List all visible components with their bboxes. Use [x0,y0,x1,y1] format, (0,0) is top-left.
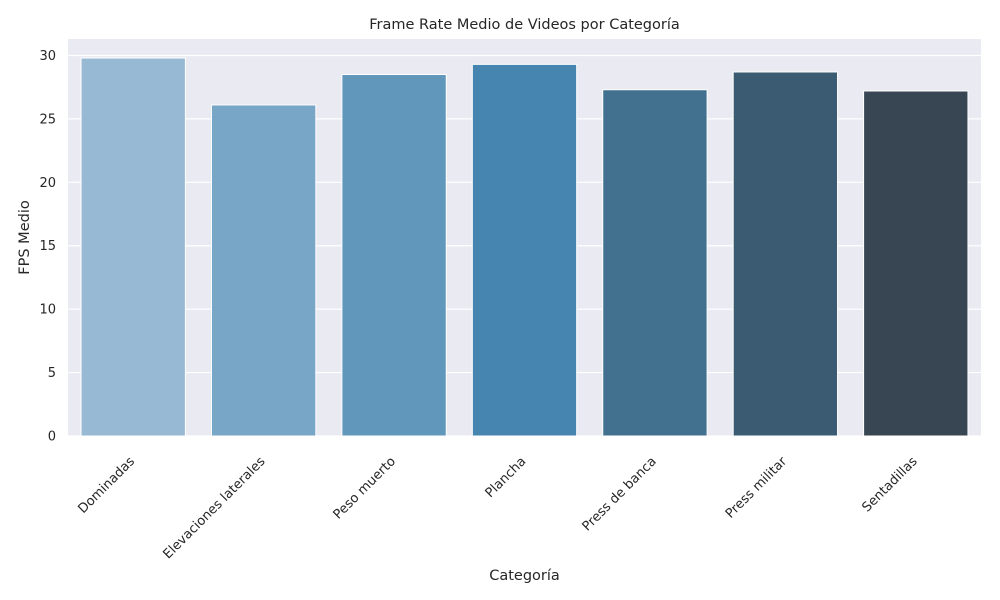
x-tick-label: Plancha [483,454,530,501]
x-tick-labels: Dominadas Elevaciones laterales Peso muert… [76,454,921,562]
bar-press-militar [732,71,839,437]
bar-press-de-banca [602,89,708,437]
x-tick-label: Sentadillas [860,454,921,515]
y-tick-label: 5 [48,366,56,381]
bar-elevaciones-laterales [210,104,317,437]
bar-dominadas [80,57,186,437]
y-tick-label: 15 [39,239,56,254]
x-tick-label: Press militar [723,454,791,522]
bars [80,57,969,437]
y-tick-label: 25 [39,112,56,127]
bar-peso-muerto [341,74,447,437]
bar-plancha [471,63,578,437]
y-tick-labels: 0 5 10 15 20 25 30 [39,49,56,445]
y-tick-label: 20 [39,176,56,191]
y-tick-label: 0 [48,430,56,445]
y-axis-title: FPS Medio [17,200,33,275]
y-tick-label: 30 [39,49,56,64]
x-tick-label: Elevaciones laterales [160,454,268,562]
x-tick-label: Peso muerto [331,454,399,522]
chart-title: Frame Rate Medio de Videos por Categoría [369,17,680,33]
x-tick-label: Press de banca [580,454,660,534]
bar-sentadillas [863,90,969,437]
y-tick-label: 10 [39,303,56,318]
x-axis-title: Categoría [489,568,560,584]
x-tick-label: Dominadas [76,454,139,517]
